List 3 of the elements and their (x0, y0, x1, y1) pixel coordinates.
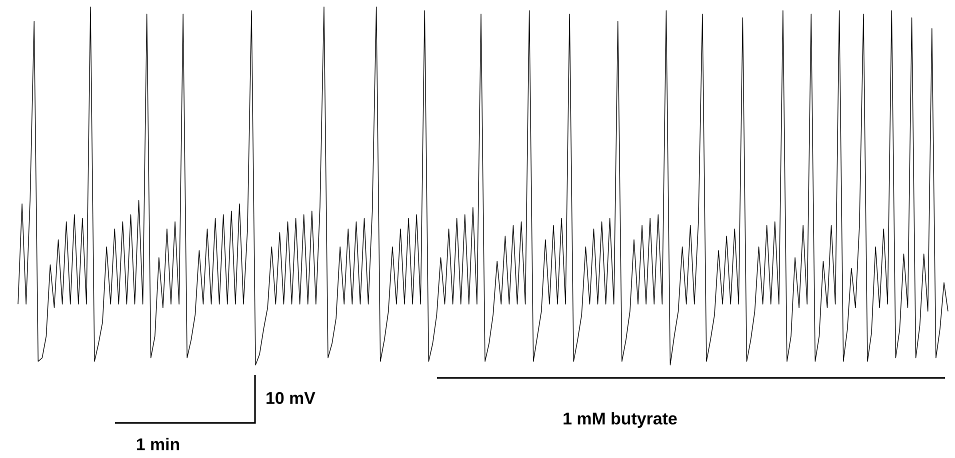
text: 1 mM butyrate (564, 412, 677, 428)
text: 10 mV (266, 392, 316, 404)
text: 1 min (136, 438, 180, 450)
